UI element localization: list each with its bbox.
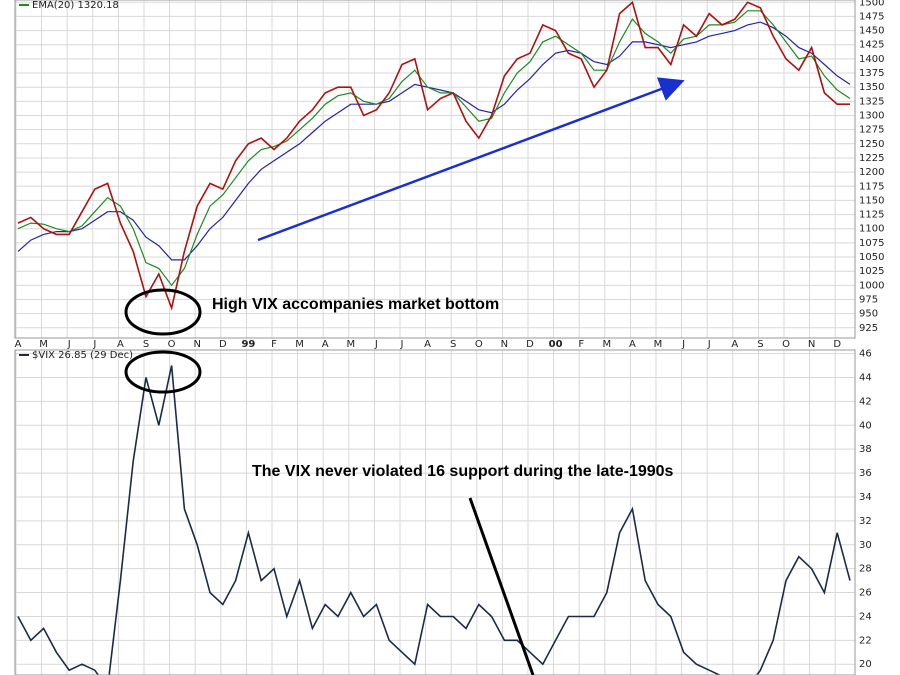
y-tick-label: 20: [859, 659, 872, 670]
y-tick-label: 30: [859, 540, 872, 551]
x-tick-label: S: [450, 339, 456, 350]
trend-arrow: [257, 77, 685, 242]
x-tick-label: A: [629, 339, 636, 350]
x-tick-label: O: [782, 339, 790, 350]
y-tick-label: 1000: [859, 280, 884, 291]
x-tick-label: S: [143, 339, 149, 350]
x-tick-label: M: [654, 339, 663, 350]
x-tick-label: J: [400, 339, 404, 350]
y-tick-label: 42: [859, 396, 872, 407]
x-tick-label: F: [271, 339, 277, 350]
x-tick-label: A: [731, 339, 738, 350]
y-tick-label: 1100: [859, 224, 884, 235]
x-tick-label: N: [501, 339, 508, 350]
price-panel-frame: [14, 0, 856, 339]
vix-peak-ellipse: [124, 350, 202, 394]
x-tick-label: J: [707, 339, 711, 350]
x-tick-label: D: [219, 339, 227, 350]
y-tick-label: 1425: [859, 40, 884, 51]
x-tick-label: D: [833, 339, 841, 350]
vix-panel-frame: [14, 349, 856, 675]
legend-label: EMA(20) 1320.18: [32, 0, 119, 11]
x-tick-label: N: [193, 339, 200, 350]
y-tick-label: 1175: [859, 181, 884, 192]
x-tick-label: D: [526, 339, 534, 350]
y-tick-label: 38: [859, 444, 872, 455]
y-tick-label: 46: [859, 349, 872, 360]
x-tick-label: J: [67, 339, 71, 350]
y-tick-label: 1400: [859, 54, 884, 65]
y-tick-label: 1350: [859, 82, 884, 93]
series-line: [17, 365, 851, 675]
x-tick-label: S: [757, 339, 763, 350]
x-tick-label: A: [424, 339, 431, 350]
y-tick-label: 1150: [859, 195, 884, 206]
series-line: [17, 0, 850, 311]
y-tick-label: 1250: [859, 139, 884, 150]
series-line: [17, 10, 851, 287]
x-tick-label: M: [346, 339, 355, 350]
y-tick-label: 1200: [859, 167, 884, 178]
y-tick-label: 1225: [859, 153, 884, 164]
y-tick-label: 34: [859, 492, 872, 503]
y-tick-label: 1075: [859, 238, 884, 249]
x-tick-label: J: [681, 339, 685, 350]
bottom-ellipse: [124, 288, 202, 336]
x-tick-label: N: [808, 339, 815, 350]
y-tick-label: 26: [859, 588, 872, 599]
x-tick-label: 99: [241, 339, 255, 350]
y-tick-label: 1050: [859, 252, 884, 263]
legend-label: $VIX 26.85 (29 Dec): [32, 350, 133, 361]
y-tick-label: 1325: [859, 96, 884, 107]
y-tick-label: 1275: [859, 125, 884, 136]
y-tick-label: 925: [859, 323, 878, 334]
y-tick-label: 950: [859, 309, 878, 320]
plot-layer: 925 950 975 1000 1025 1050 1075 1100 1125 1150 117…: [15, 0, 884, 675]
y-tick-label: 1450: [859, 26, 884, 37]
y-tick-label: 1125: [859, 210, 884, 221]
x-tick-label: M: [39, 339, 48, 350]
y-tick-label: 1475: [859, 11, 884, 22]
pointer-line: [468, 497, 535, 675]
x-tick-label: M: [602, 339, 611, 350]
x-tick-label: A: [15, 339, 22, 350]
y-tick-label: 1300: [859, 110, 884, 121]
x-tick-label: J: [92, 339, 96, 350]
annotation: The VIX never violated 16 support during…: [252, 463, 674, 480]
x-tick-label: A: [117, 339, 124, 350]
y-tick-label: 40: [859, 420, 872, 431]
y-tick-label: 1375: [859, 68, 884, 79]
x-tick-label: J: [374, 339, 378, 350]
x-tick-label: O: [475, 339, 483, 350]
y-tick-label: 24: [859, 611, 872, 622]
y-tick-label: 36: [859, 468, 872, 479]
y-tick-label: 28: [859, 564, 872, 575]
x-tick-label: O: [168, 339, 176, 350]
y-tick-label: 22: [859, 635, 872, 646]
y-tick-label: 975: [859, 295, 878, 306]
x-tick-label: F: [578, 339, 584, 350]
x-tick-label: 00: [549, 339, 563, 350]
series-line: [17, 21, 851, 261]
y-tick-label: 44: [859, 372, 872, 383]
y-tick-label: 32: [859, 516, 872, 527]
y-tick-label: 1500: [859, 0, 884, 8]
annotation: High VIX accompanies market bottom: [212, 296, 499, 313]
x-tick-label: M: [295, 339, 304, 350]
x-tick-label: A: [322, 339, 329, 350]
y-tick-label: 1025: [859, 266, 884, 277]
